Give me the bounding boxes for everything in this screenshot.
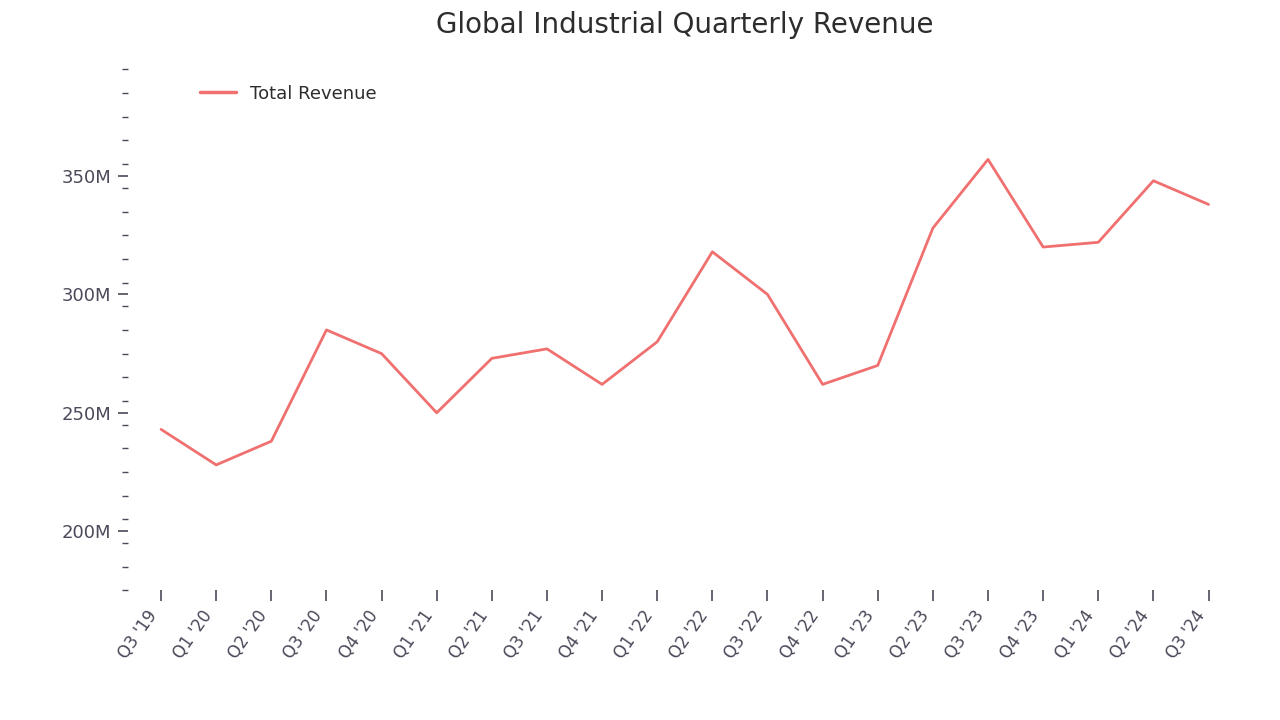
Total Revenue (539, 345, 554, 354)
Total Revenue (209, 461, 224, 469)
Total Revenue (429, 408, 444, 417)
Total Revenue (925, 224, 941, 233)
Total Revenue (319, 325, 334, 334)
Line: Total Revenue: Total Revenue (161, 159, 1208, 465)
Total Revenue (649, 338, 664, 346)
Total Revenue (374, 349, 389, 358)
Total Revenue (1146, 176, 1161, 185)
Total Revenue (484, 354, 499, 363)
Total Revenue (760, 290, 776, 299)
Total Revenue (705, 248, 721, 256)
Title: Global Industrial Quarterly Revenue: Global Industrial Quarterly Revenue (436, 11, 933, 39)
Total Revenue (815, 380, 831, 389)
Legend: Total Revenue: Total Revenue (193, 77, 384, 109)
Total Revenue (264, 437, 279, 446)
Total Revenue (980, 155, 996, 163)
Total Revenue (1091, 238, 1106, 247)
Total Revenue (1036, 243, 1051, 251)
Total Revenue (1201, 200, 1216, 209)
Total Revenue (594, 380, 609, 389)
Total Revenue (870, 361, 886, 370)
Total Revenue (154, 425, 169, 433)
